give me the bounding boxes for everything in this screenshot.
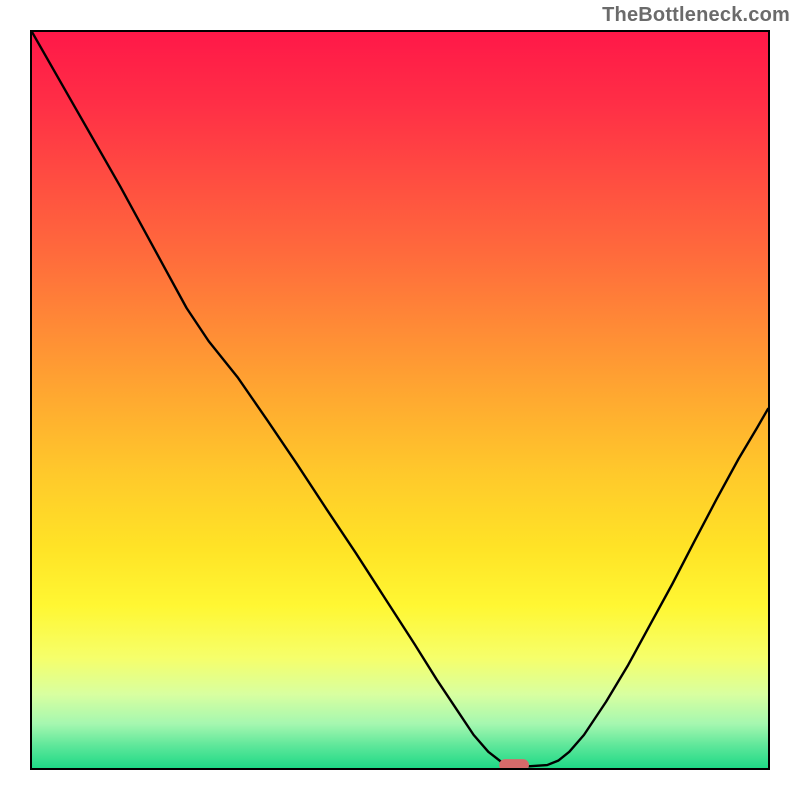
watermark-text: TheBottleneck.com [602, 4, 790, 27]
plot-frame [30, 30, 770, 770]
chart-container: TheBottleneck.com [0, 0, 800, 800]
minimum-marker [499, 759, 529, 768]
bottleneck-curve [32, 32, 768, 767]
curve-layer [32, 32, 768, 768]
